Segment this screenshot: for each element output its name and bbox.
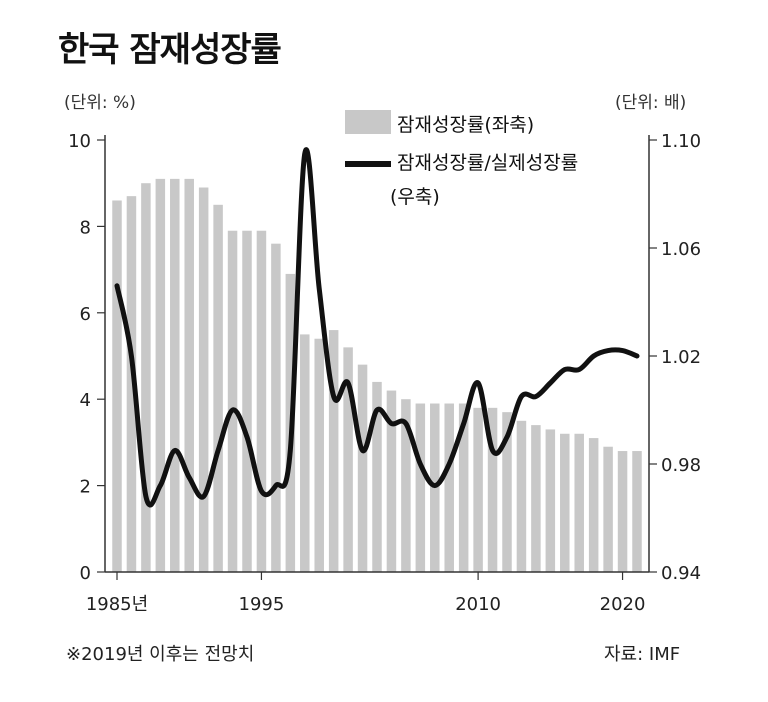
bar-2020	[617, 451, 628, 572]
bar-2002	[357, 364, 368, 572]
bar-1993	[227, 230, 238, 572]
right-axis-unit: (단위: 배)	[615, 93, 687, 113]
x-tick-label: 2020	[600, 594, 646, 615]
bar-1998	[300, 334, 310, 572]
bar-1987	[141, 183, 151, 572]
bar-1996	[271, 243, 281, 572]
bar-2003	[372, 381, 382, 572]
x-tick-label: 1985년	[86, 594, 148, 615]
legend-line-label: 잠재성장률/실제성장률	[397, 152, 579, 174]
bar-1988	[155, 178, 166, 572]
bar-2005	[401, 399, 411, 572]
bar-2014	[531, 425, 541, 572]
bar-2021	[632, 451, 642, 572]
right-tick-label: 1.06	[661, 239, 701, 260]
ratio-line	[114, 147, 640, 508]
right-tick-label: 1.02	[661, 347, 701, 368]
bar-2001	[343, 347, 353, 572]
bar-2018	[588, 438, 599, 572]
left-tick-label: 10	[68, 131, 91, 152]
bar-2017	[574, 433, 584, 572]
bar-1989	[170, 178, 180, 572]
left-tick-label: 8	[80, 217, 91, 238]
bar-1990	[184, 178, 194, 572]
chart-title: 한국 잠재성장률	[58, 30, 282, 70]
bar-1995	[256, 230, 267, 572]
left-tick-label: 2	[80, 477, 91, 498]
bar-2019	[603, 446, 613, 572]
forecast-note: ※2019년 이후는 전망치	[66, 644, 255, 665]
bar-2009	[458, 403, 469, 572]
left-tick-label: 6	[80, 304, 91, 325]
bar-2000	[328, 330, 339, 572]
x-tick-label: 2010	[455, 594, 501, 615]
source-label: 자료: IMF	[604, 644, 681, 665]
right-tick-label: 1.10	[661, 131, 701, 152]
bar-2008	[444, 403, 454, 572]
left-axis-unit: (단위: %)	[64, 93, 136, 113]
bar-2011	[487, 407, 498, 572]
legend-bar-label: 잠재성장률(좌축)	[397, 114, 535, 136]
legend-line-label-axis: (우축)	[390, 186, 440, 208]
bar-2010	[473, 407, 483, 572]
bar-2013	[516, 420, 527, 572]
bar-1986	[126, 196, 137, 572]
bar-1985	[112, 200, 122, 573]
legend-bar-swatch	[345, 110, 391, 134]
legend-line-swatch	[345, 161, 391, 167]
bar-2016	[560, 433, 570, 572]
bar-1991	[198, 187, 209, 572]
left-tick-label: 0	[80, 563, 91, 584]
bar-1992	[213, 204, 223, 573]
x-tick-label: 1995	[239, 594, 285, 615]
bar-2015	[545, 429, 556, 572]
bar-2004	[386, 390, 397, 572]
right-tick-label: 0.94	[661, 563, 701, 584]
right-tick-label: 0.98	[661, 455, 701, 476]
bar-2006	[415, 403, 426, 572]
bar-2012	[502, 412, 512, 572]
bar-1994	[242, 230, 252, 572]
left-tick-label: 4	[80, 390, 91, 411]
bar-1999	[314, 338, 324, 572]
